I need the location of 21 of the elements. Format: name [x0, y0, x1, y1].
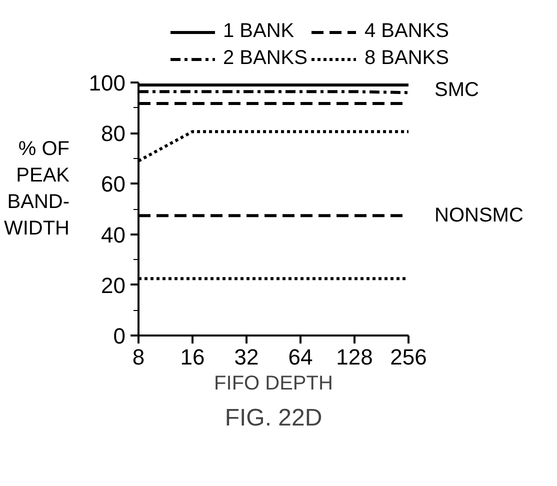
x-tick-label: 8 [132, 344, 145, 370]
y-tick-label: 100 [88, 70, 126, 96]
x-tick-label: 256 [390, 344, 427, 370]
y-axis-title: % OF PEAK BAND- WIDTH [4, 138, 70, 240]
y-tick-label: 20 [101, 272, 126, 298]
annotation: NONSMC [434, 204, 524, 227]
x-tick-label: 32 [234, 344, 259, 370]
legend-label: 4 BANKS [364, 20, 449, 43]
legend-label: 1 BANK [223, 20, 294, 43]
legend-label: 8 BANKS [364, 47, 449, 70]
y-tick-label: 80 [101, 121, 126, 146]
x-tick-label: 128 [336, 344, 373, 370]
x-axis-title: FIFO DEPTH [214, 372, 333, 394]
y-tick-label: 40 [101, 222, 126, 248]
x-tick-label: 16 [180, 344, 205, 370]
text: FIG. 22D [224, 404, 322, 432]
y-tick-label: 60 [101, 172, 126, 197]
legend-label: 2 BANKS [223, 47, 308, 70]
annotation: SMC [434, 79, 479, 102]
y-tick-label: 0 [113, 324, 126, 348]
x-tick-label: 64 [288, 344, 313, 370]
